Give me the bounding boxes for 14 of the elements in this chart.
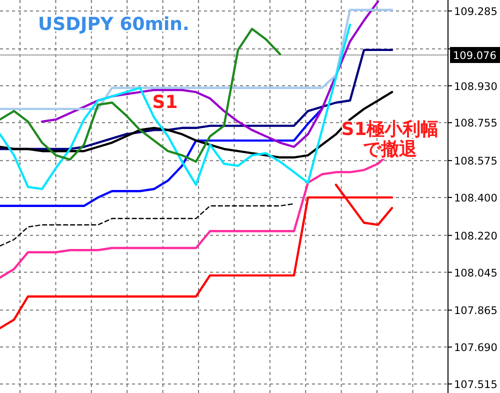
y-tick-label: 108.045 xyxy=(454,267,498,280)
y-tick-label: 109.285 xyxy=(454,6,498,18)
y-tick-label: 107.865 xyxy=(454,305,498,318)
annotation: S1 xyxy=(151,92,179,113)
y-tick-label: 108.400 xyxy=(454,192,498,204)
y-tick-label: 107.515 xyxy=(454,378,498,391)
text: USDJPY 60min. xyxy=(38,14,190,35)
y-tick-label: 107.690 xyxy=(454,342,498,354)
y-tick-label: 108.575 xyxy=(454,156,498,168)
y-tick-label: 108.930 xyxy=(454,80,498,93)
y-tick-label: 108.755 xyxy=(454,118,498,130)
y-tick-label: 108.220 xyxy=(454,230,498,242)
annotation: S1極小利幅で撤退 xyxy=(340,119,440,160)
ref-line-label: 109.076 xyxy=(453,50,497,62)
